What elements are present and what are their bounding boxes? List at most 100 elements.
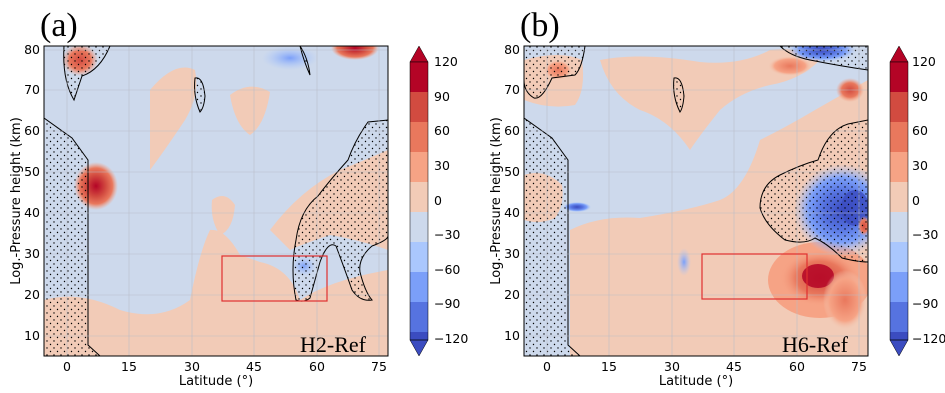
colorbar-b-cells	[890, 62, 908, 340]
panel-a-x-ticks: 0 15 30 45 60 75	[63, 359, 387, 374]
panel-a-x-tick: 45	[246, 359, 262, 374]
colorbar-b-cell	[890, 212, 908, 242]
panel-a-stipple-sliver	[299, 46, 311, 76]
panel-b-x-tick: 60	[789, 359, 805, 374]
colorbar-b-tick: 30	[912, 158, 928, 173]
colorbar-a-ticks: 120 90 60 30 0 −30 −60 −90 −120	[434, 54, 468, 346]
panel-a-annotation: H2-Ref	[300, 332, 367, 357]
panel-a-y-tick: 70	[24, 82, 40, 97]
panel-b-y-tick: 60	[504, 123, 520, 138]
colorbar-b-ticks: 120 90 60 30 0 −30 −60 −90 −120	[912, 54, 945, 346]
panel-b-warm-field-upper	[600, 49, 820, 150]
panel-a-y-tick: 30	[24, 246, 40, 261]
colorbar-b-tick: 90	[912, 89, 928, 104]
colorbar-b-tick: 60	[912, 123, 928, 138]
panel-a-x-tick: 60	[309, 359, 325, 374]
colorbar-a: 120 90 60 30 0 −30 −60 −90 −120	[409, 45, 468, 357]
colorbar-a-cell	[410, 212, 428, 242]
panel-a-grid	[44, 46, 388, 356]
colorbar-a-cell	[410, 272, 428, 302]
panel-b-y-tick: 40	[504, 205, 520, 220]
panel-a-stipple-small	[194, 77, 206, 113]
colorbar-b-tick: −120	[912, 331, 945, 346]
colorbar-b-tick: −30	[912, 227, 938, 242]
panel-a-warm-field-bottom	[44, 229, 388, 356]
panel-b-x-ticks: 0 15 30 45 60 75	[543, 359, 867, 374]
panel-b-x-tick: 45	[726, 359, 742, 374]
colorbar-a-cell	[410, 242, 428, 272]
panel-b-stipple-top-right	[779, 46, 868, 71]
colorbar-b-cell	[890, 242, 908, 272]
panel-a-y-ticks: 10 20 30 40 50 60 70 80	[24, 42, 40, 343]
colorbar-b-min-arrow	[889, 339, 909, 357]
panel-b-x-tick: 30	[664, 359, 680, 374]
panel-a-frame	[43, 45, 389, 357]
panel-b-region-box	[701, 253, 808, 300]
colorbar-a-tick: −60	[434, 262, 460, 277]
panel-a-x-tick: 15	[121, 359, 137, 374]
colorbar-b-tick: 0	[912, 193, 920, 208]
panel-b-x-tick: 0	[543, 359, 551, 374]
panel-b-warm-tail	[823, 270, 867, 330]
panel-b-y-ticks: 10 20 30 40 50 60 70 80	[504, 42, 520, 343]
colorbar-b: 120 90 60 30 0 −30 −60 −90 −120	[889, 45, 945, 357]
panel-a-plot-area: H2-Ref	[44, 46, 388, 357]
colorbar-b-tick: 120	[912, 54, 936, 69]
panel-a-y-tick: 60	[24, 123, 40, 138]
colorbar-b-cell	[890, 62, 908, 92]
panel-a-warm-blob-mid	[211, 196, 235, 235]
colorbar-a-max-arrow	[409, 45, 429, 63]
panel-b-stipple-left	[524, 117, 581, 356]
panel-a-y-tick: 50	[24, 164, 40, 179]
colorbar-a-frame	[409, 61, 429, 341]
panel-b-frame	[523, 45, 869, 357]
panel-a-y-tick: 20	[24, 287, 40, 302]
panel-a-stipple-top-left	[63, 46, 111, 102]
panel-a-y-axis-label: Log.-Pressure height (km)	[9, 117, 24, 285]
panel-a-x-tick: 75	[371, 359, 387, 374]
colorbar-a-cell	[410, 182, 428, 212]
panel-b-y-tick: 30	[504, 246, 520, 261]
panel-a-label: (a)	[40, 7, 78, 44]
panel-b-cold-peak-low-lat	[563, 202, 591, 212]
colorbar-b-cell	[890, 302, 908, 332]
colorbar-b-frame	[889, 61, 909, 341]
panel-b: (b)	[489, 7, 869, 389]
panel-b-warm-peak	[802, 264, 834, 288]
colorbar-b-cell	[890, 182, 908, 212]
panel-a-warm-streak	[150, 67, 197, 170]
colorbar-a-tick: 0	[434, 193, 442, 208]
panel-b-plot-area: H6-Ref	[524, 46, 868, 356]
panel-b-cold-patch	[677, 248, 691, 276]
panel-b-label: (b)	[520, 7, 560, 44]
panel-a-region-box	[221, 255, 328, 302]
panel-a: (a)	[9, 7, 389, 389]
panel-b-y-tick: 10	[504, 328, 520, 343]
panel-b-y-axis-label: Log.-Pressure height (km)	[489, 117, 504, 285]
panel-b-y-tick: 20	[504, 287, 520, 302]
panel-b-stipple-right	[759, 119, 868, 263]
panel-a-y-tick: 80	[24, 42, 40, 57]
panel-a-y-tick: 10	[24, 328, 40, 343]
panel-a-cold-patch-top	[262, 46, 318, 70]
colorbar-a-tick: 30	[434, 158, 450, 173]
panel-b-x-tick: 75	[851, 359, 867, 374]
colorbar-b-cell	[890, 152, 908, 182]
colorbar-b-tick: −90	[912, 296, 938, 311]
colorbar-a-tick: −120	[434, 331, 468, 346]
panel-b-x-tick: 15	[601, 359, 617, 374]
panel-a-warm-blob-upper	[230, 86, 270, 135]
colorbar-a-cell	[410, 62, 428, 92]
colorbar-a-cell	[410, 152, 428, 182]
panel-b-stipple-top-left	[524, 46, 586, 99]
panel-b-stipple-small	[673, 77, 685, 113]
panel-a-x-tick: 0	[63, 359, 71, 374]
colorbar-a-tick: 120	[434, 54, 458, 69]
colorbar-a-cells	[410, 62, 428, 340]
panel-a-stipple-left	[44, 117, 101, 356]
panel-b-y-tick: 80	[504, 42, 520, 57]
panel-a-x-axis-label: Latitude (°)	[179, 374, 253, 389]
colorbar-a-cell	[410, 92, 428, 122]
colorbar-a-tick: −30	[434, 227, 460, 242]
